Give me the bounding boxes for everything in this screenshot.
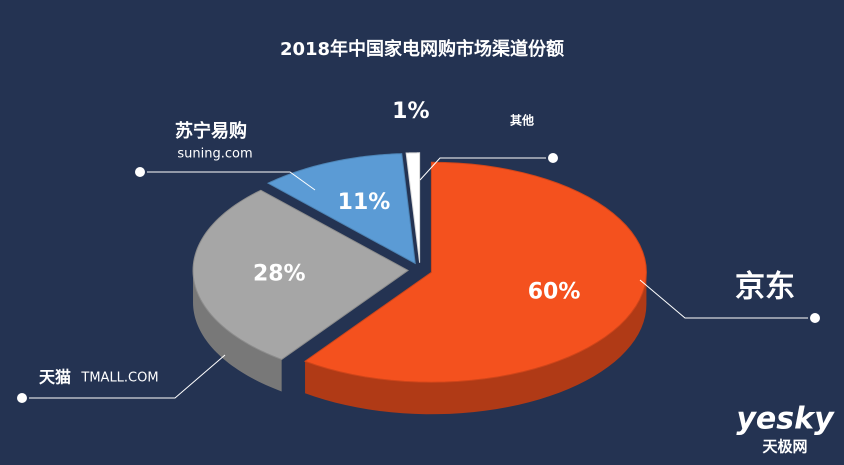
slice-side	[305, 272, 647, 415]
value-label: 11%	[338, 190, 391, 215]
legend-label: 其他	[510, 113, 534, 128]
slice-tops	[192, 152, 647, 383]
leader-line	[419, 157, 553, 181]
leader-dot	[808, 311, 822, 325]
legend-sublabel: suning.com	[177, 147, 252, 162]
value-label: 1%	[392, 99, 429, 124]
legend-label: 天猫	[39, 368, 71, 387]
pie-slice	[192, 189, 409, 361]
pie-slice	[303, 161, 647, 383]
watermark: yesky	[736, 402, 835, 437]
legend-sublabel: TMALL.COM	[80, 371, 158, 386]
leader-line	[22, 354, 226, 399]
value-label: 60%	[528, 280, 581, 305]
value-label: 28%	[253, 262, 306, 287]
chart-title: 2018年中国家电网购市场渠道份额	[280, 38, 564, 60]
slice-sides	[193, 270, 647, 415]
pie-slice	[266, 153, 416, 265]
leader-dot	[15, 391, 29, 405]
leader-dot	[546, 151, 560, 165]
leader-line	[140, 171, 316, 191]
pie-slice	[405, 152, 421, 263]
leader-line	[639, 279, 815, 319]
legend-label: 京东	[735, 270, 795, 305]
watermark-sub: 天极网	[762, 438, 807, 456]
leader-dot	[133, 165, 147, 179]
slice-side	[193, 270, 282, 392]
legend-label: 苏宁易购	[175, 120, 247, 142]
